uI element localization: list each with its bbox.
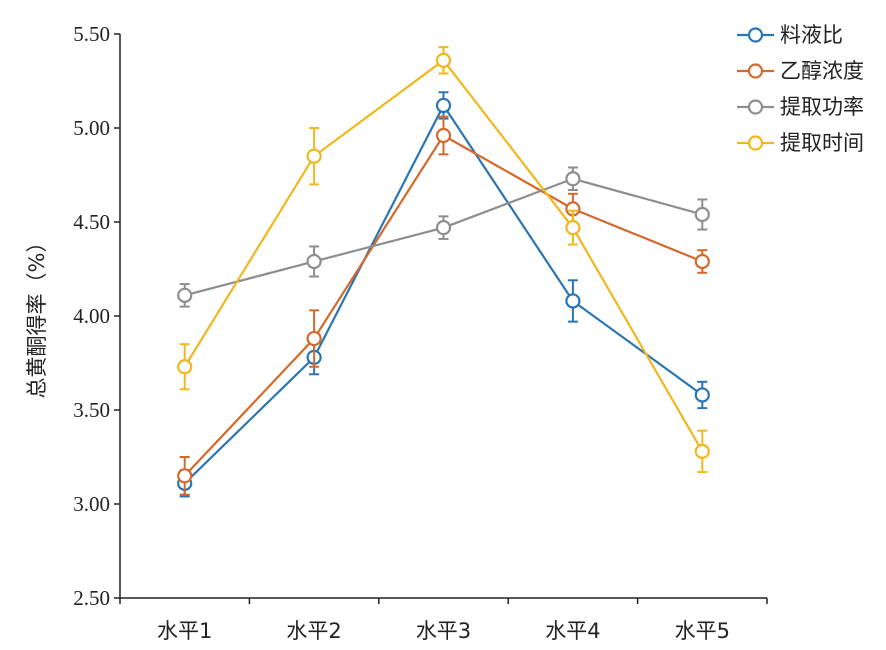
- data-point: [694, 443, 710, 459]
- data-point: [435, 127, 452, 144]
- legend-label: 料液比: [780, 23, 843, 47]
- data-point: [435, 52, 452, 68]
- y-tick-label: 3.50: [73, 398, 110, 422]
- data-point: [565, 220, 581, 236]
- legend-swatch-marker: [747, 135, 764, 151]
- x-category-label: 水平4: [545, 619, 600, 643]
- data-point: [694, 206, 710, 223]
- y-tick-label: 2.50: [73, 586, 110, 610]
- y-tick-label: 3.00: [73, 492, 110, 516]
- y-tick-label: 4.00: [73, 304, 110, 328]
- y-tick-label: 5.50: [73, 22, 110, 46]
- series-1: [177, 91, 710, 498]
- x-category-label: 水平2: [286, 619, 341, 643]
- data-point: [435, 97, 452, 114]
- legend-swatch-marker: [747, 99, 764, 115]
- data-point: [694, 387, 710, 403]
- data-point: [565, 293, 581, 309]
- x-category-label: 水平1: [157, 619, 212, 643]
- data-point: [694, 253, 710, 270]
- legend-item: 提取功率: [737, 95, 864, 119]
- data-point: [306, 148, 322, 164]
- legend-label: 提取时间: [780, 131, 864, 155]
- series-3: [177, 166, 710, 308]
- legend-item: 料液比: [737, 23, 843, 47]
- data-point: [177, 287, 193, 303]
- legend-swatch-marker: [747, 27, 764, 43]
- x-category-label: 水平5: [675, 619, 730, 643]
- legend-item: 提取时间: [737, 131, 864, 155]
- data-point: [565, 171, 581, 187]
- series-group: [177, 46, 710, 498]
- legend-label: 乙醇浓度: [780, 59, 864, 83]
- x-category-label: 水平3: [416, 619, 471, 643]
- series-line: [183, 103, 703, 485]
- legend-label: 提取功率: [780, 95, 864, 119]
- data-point: [306, 253, 322, 270]
- data-point: [306, 330, 322, 347]
- series-2: [177, 115, 710, 496]
- data-point: [177, 359, 193, 375]
- series-line: [183, 134, 703, 477]
- legend-item: 乙醇浓度: [737, 59, 864, 83]
- y-tick-labels: 2.50 3.00 3.50 4.00 4.50 5.00 5.50: [73, 22, 110, 610]
- x-category-labels: 水平1 水平2 水平3 水平4 水平5: [157, 619, 730, 643]
- data-point: [177, 468, 193, 484]
- y-axis-label: 总黄酮得率（%）: [25, 232, 49, 399]
- legend-swatch-marker: [747, 63, 764, 79]
- series-4: [177, 46, 710, 474]
- axes: [114, 33, 768, 604]
- y-tick-label: 5.00: [73, 116, 110, 140]
- data-point: [435, 220, 452, 236]
- y-tick-label: 4.50: [73, 210, 110, 234]
